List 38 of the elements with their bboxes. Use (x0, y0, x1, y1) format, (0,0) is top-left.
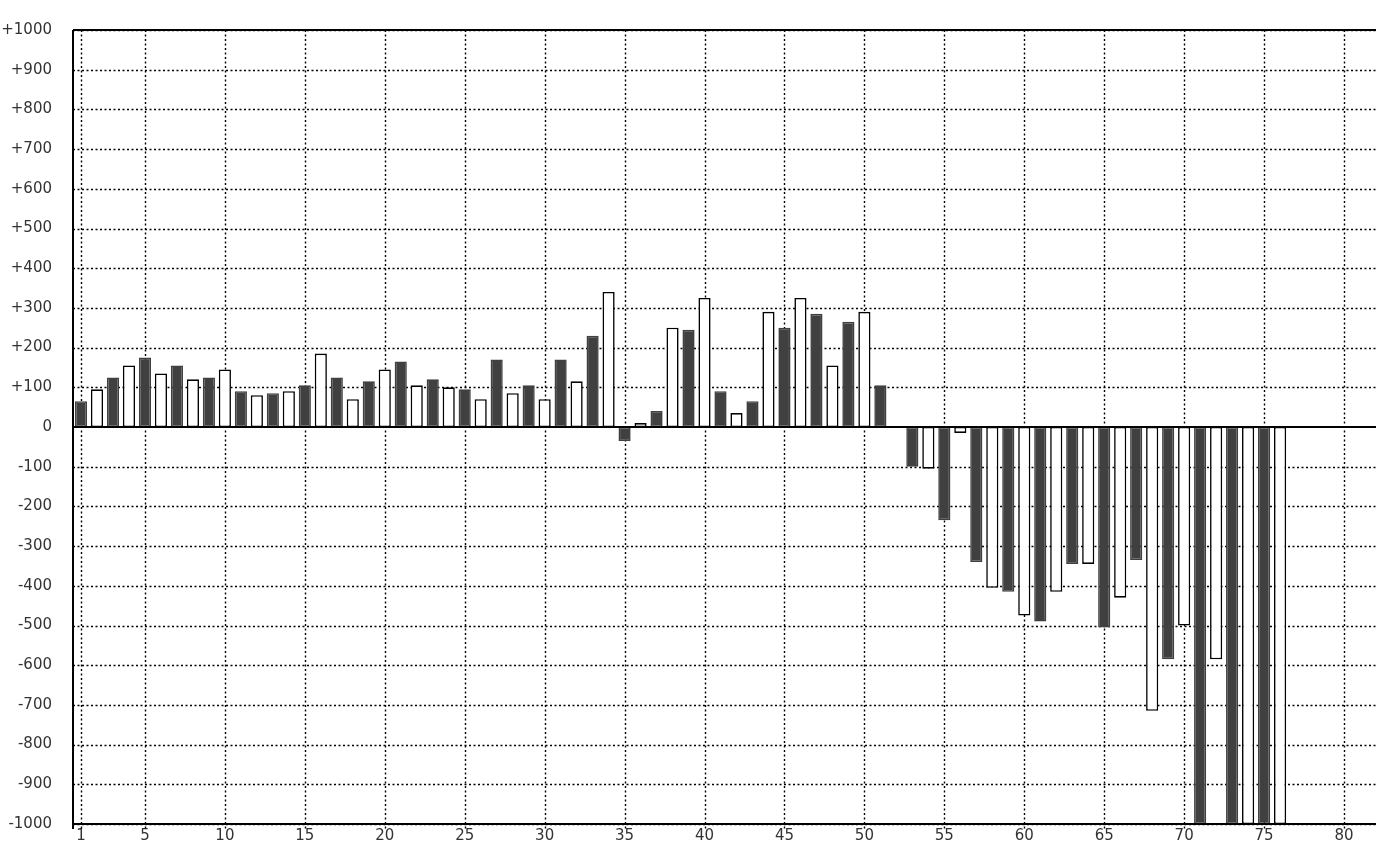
y-tick-label: +800 (10, 99, 52, 118)
x-tick-label: 1 (76, 825, 86, 844)
y-tick-label: +900 (10, 59, 52, 78)
y-tick-label: -100 (17, 456, 52, 475)
x-tick-label: 50 (854, 825, 874, 844)
y-tick-label: -700 (17, 694, 52, 713)
x-tick-label: 75 (1254, 825, 1274, 844)
x-tick-label: 70 (1174, 825, 1194, 844)
y-tick-label: -200 (17, 496, 52, 515)
y-tick-label: 0 (42, 416, 52, 435)
y-tick-label: +400 (10, 258, 52, 277)
x-tick-label: 25 (455, 825, 475, 844)
y-tick-label: +300 (10, 297, 52, 316)
y-tick-label: -500 (17, 615, 52, 634)
y-tick-label: +600 (10, 178, 52, 197)
x-tick-label: 5 (140, 825, 150, 844)
y-tick-label: -900 (17, 774, 52, 793)
x-tick-label: 45 (774, 825, 794, 844)
x-tick-label: 60 (1014, 825, 1034, 844)
x-tick-label: 10 (215, 825, 235, 844)
y-tick-label: -800 (17, 734, 52, 753)
y-tick-label: +700 (10, 138, 52, 157)
y-tick-label: +200 (10, 337, 52, 356)
x-tick-label: 15 (295, 825, 315, 844)
x-tick-label: 80 (1334, 825, 1354, 844)
y-tick-label: -400 (17, 575, 52, 594)
y-tick-label: -600 (17, 655, 52, 674)
y-tick-label: -300 (17, 535, 52, 554)
x-tick-label: 65 (1094, 825, 1114, 844)
x-tick-label: 40 (694, 825, 715, 844)
x-tick-label: 55 (934, 825, 954, 844)
y-tick-label: +500 (10, 218, 52, 237)
y-tick-label: +100 (10, 377, 52, 396)
x-tick-label: 30 (535, 825, 555, 844)
x-tick-label: 35 (615, 825, 635, 844)
y-tick-label: -1000 (8, 813, 52, 832)
x-tick-label: 20 (375, 825, 395, 844)
y-tick-label: +1000 (1, 19, 52, 38)
